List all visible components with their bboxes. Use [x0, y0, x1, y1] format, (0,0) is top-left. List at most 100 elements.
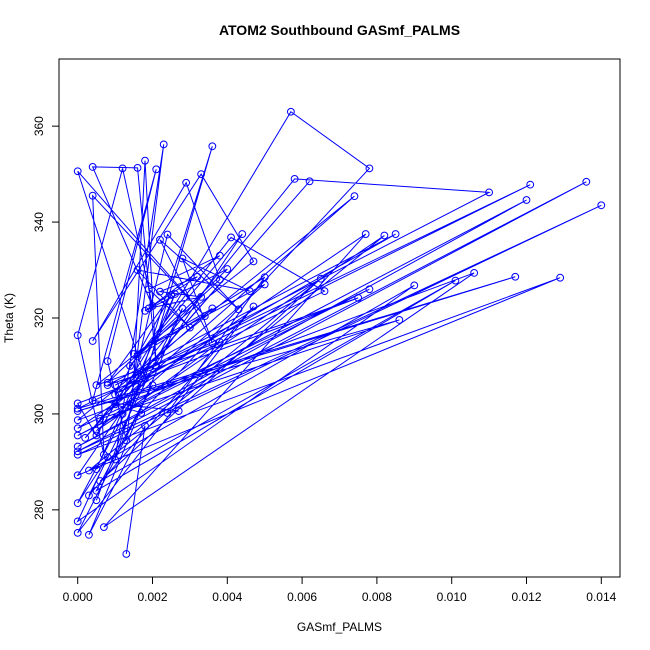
- data-point: [178, 254, 187, 263]
- data-point: [215, 338, 224, 346]
- y-axis: 280 300 320 340 360: [32, 116, 60, 520]
- data-point: [99, 450, 108, 459]
- data-point: [141, 422, 149, 430]
- data-point: [208, 142, 217, 151]
- y-tick-label: 340: [32, 212, 46, 232]
- data-point: [73, 517, 82, 526]
- x-tick-label: 0.014: [586, 590, 616, 604]
- data-point: [85, 530, 93, 539]
- data-point: [103, 357, 112, 366]
- x-tick-label: 0.010: [437, 590, 467, 604]
- data-point: [111, 381, 119, 390]
- data-point: [96, 414, 105, 423]
- series-line: [76, 111, 602, 555]
- data-point: [111, 400, 119, 409]
- data-point: [92, 431, 101, 440]
- data-point: [197, 293, 206, 301]
- x-axis-label: GASmf_PALMS: [297, 620, 382, 634]
- data-point: [354, 293, 363, 302]
- data-point: [350, 192, 359, 201]
- data-point: [92, 465, 101, 473]
- data-point: [81, 434, 90, 442]
- series-layer: [73, 107, 606, 558]
- data-point: [380, 231, 389, 240]
- data-point: [182, 178, 191, 187]
- data-point: [200, 312, 209, 320]
- data-point: [249, 257, 258, 266]
- data-point: [451, 276, 460, 285]
- data-point: [156, 287, 164, 296]
- data-point: [245, 287, 254, 296]
- data-point: [193, 272, 202, 281]
- data-point: [141, 156, 149, 165]
- data-point: [410, 281, 419, 290]
- data-point: [85, 466, 93, 475]
- x-axis: 0.000 0.002 0.004 0.006 0.008 0.010 0.012 0.014: [63, 576, 617, 604]
- data-point: [361, 230, 370, 238]
- y-tick-label: 320: [32, 308, 46, 328]
- data-point: [122, 550, 131, 558]
- data-point: [171, 290, 179, 298]
- data-point: [215, 251, 224, 260]
- data-point: [129, 350, 138, 358]
- data-point: [126, 362, 134, 370]
- data-point: [133, 163, 142, 172]
- x-tick-label: 0.002: [137, 590, 167, 604]
- data-point: [174, 407, 183, 415]
- data-point: [163, 230, 172, 239]
- data-point: [92, 486, 101, 495]
- data-point: [88, 191, 97, 200]
- data-point: [238, 230, 247, 238]
- data-point: [223, 265, 232, 273]
- data-point: [137, 409, 146, 417]
- data-point: [159, 140, 168, 149]
- y-tick-label: 360: [32, 116, 46, 136]
- data-point: [73, 399, 82, 408]
- data-point: [197, 170, 206, 179]
- data-point: [395, 316, 404, 324]
- data-point: [320, 287, 329, 296]
- data-point: [511, 272, 520, 281]
- data-point: [290, 175, 299, 183]
- data-point: [92, 381, 101, 390]
- data-point: [582, 177, 591, 186]
- data-point: [208, 304, 217, 313]
- data-point: [85, 491, 93, 500]
- x-tick-label: 0.000: [63, 590, 93, 604]
- data-point: [167, 291, 176, 299]
- data-point: [111, 455, 119, 464]
- data-point: [133, 266, 142, 274]
- data-point: [152, 165, 161, 174]
- data-point: [316, 274, 325, 283]
- data-point: [88, 337, 97, 345]
- data-point: [103, 378, 112, 387]
- data-point: [178, 304, 187, 313]
- data-point: [129, 376, 138, 385]
- data-point: [73, 471, 82, 480]
- data-point: [556, 273, 565, 282]
- x-tick-label: 0.008: [362, 590, 392, 604]
- data-point: [73, 331, 82, 340]
- data-point: [88, 396, 97, 405]
- data-point: [286, 107, 295, 116]
- data-point: [365, 285, 374, 294]
- data-point: [73, 450, 82, 459]
- data-point: [73, 499, 82, 508]
- data-point: [208, 339, 217, 347]
- data-point: [103, 381, 112, 390]
- x-tick-label: 0.006: [287, 590, 317, 604]
- data-point: [141, 374, 149, 382]
- y-tick-label: 300: [32, 404, 46, 424]
- data-point: [249, 302, 258, 311]
- data-point: [485, 188, 494, 197]
- data-point: [522, 196, 531, 204]
- data-point: [96, 477, 105, 485]
- data-point: [118, 410, 127, 418]
- data-point: [88, 163, 97, 171]
- data-point: [234, 305, 243, 314]
- data-point: [526, 180, 535, 189]
- y-axis-label: Theta (K): [2, 293, 16, 343]
- plot-frame: [58, 58, 621, 578]
- data-point: [73, 447, 82, 456]
- data-point: [141, 306, 149, 315]
